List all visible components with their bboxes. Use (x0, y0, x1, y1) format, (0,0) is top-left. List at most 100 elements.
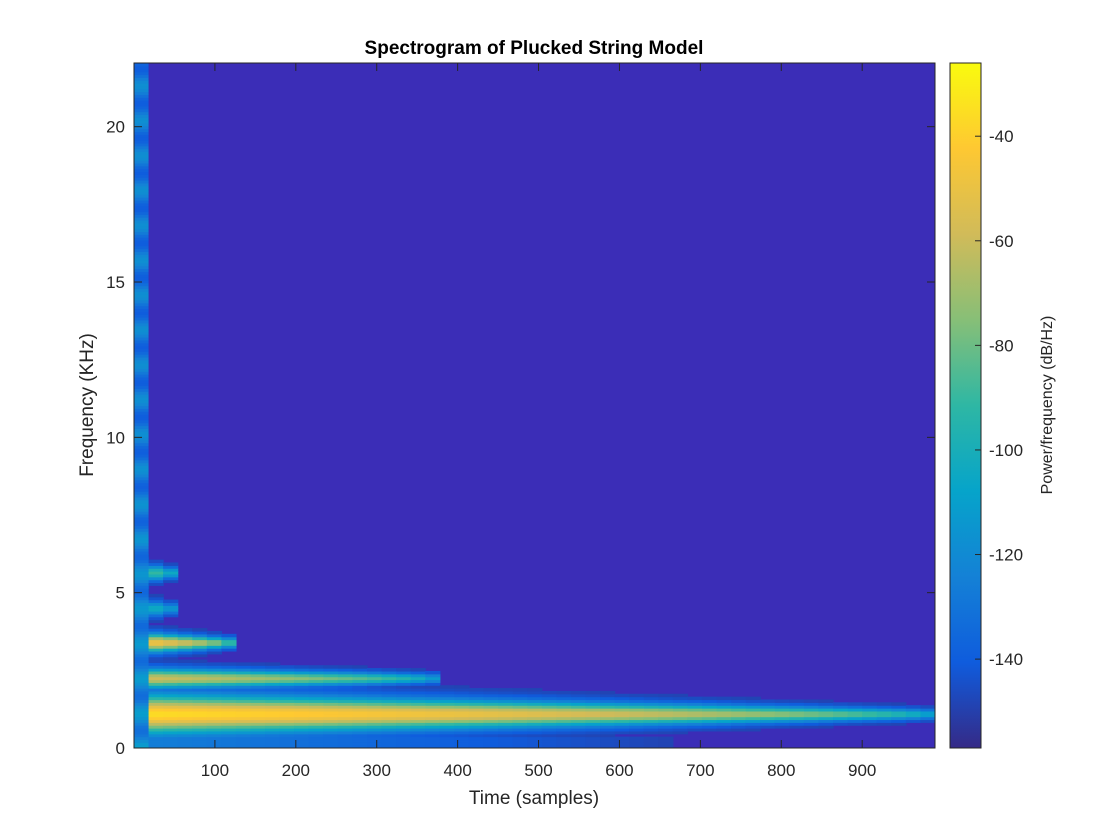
transient-cell (134, 636, 149, 641)
spectrogram-cell (410, 716, 426, 721)
spectrogram-cell (454, 690, 470, 695)
spectrogram-cell (163, 682, 179, 686)
spectrogram-cell (308, 676, 324, 681)
spectrogram-cell (294, 710, 310, 715)
spectrogram-cell (439, 730, 455, 735)
spectrogram-cell (206, 713, 222, 718)
spectrogram-cell (410, 745, 426, 748)
spectrogram-cell (483, 736, 499, 741)
spectrogram-cell (206, 685, 222, 689)
spectrogram-cell (163, 636, 179, 641)
spectrogram-cell (206, 696, 222, 701)
spectrogram-cell (250, 662, 266, 666)
transient-cell (134, 628, 149, 632)
spectrogram-cell (148, 728, 164, 732)
x-axis-label: Time (samples) (469, 788, 599, 809)
spectrogram-cell (760, 702, 776, 706)
transient-cell (134, 476, 149, 481)
spectrogram-cell (614, 696, 630, 701)
transient-cell (134, 705, 149, 709)
spectrogram-cell (600, 719, 616, 723)
transient-cell (134, 82, 149, 87)
spectrogram-cell (731, 708, 747, 712)
spectrogram-cell (541, 722, 557, 726)
spectrogram-cell (221, 682, 237, 686)
x-tick-label: 400 (443, 761, 471, 780)
spectrogram-cell (221, 696, 237, 701)
spectrogram-cell (148, 685, 164, 689)
transient-cell (134, 665, 149, 669)
spectrogram-cell (235, 739, 252, 743)
spectrogram-cell (265, 742, 281, 746)
spectrogram-cell (294, 745, 310, 748)
spectrogram-cell (206, 733, 222, 738)
spectrogram-cell (148, 665, 164, 669)
spectrogram-cell (235, 665, 252, 669)
transient-cell (134, 262, 149, 267)
spectrogram-cell (672, 699, 689, 703)
colorbar-tick-label: -100 (989, 441, 1023, 460)
spectrogram-cell (352, 745, 368, 748)
spectrogram-cell (206, 679, 222, 683)
spectrogram-cell (367, 730, 383, 735)
spectrogram-cell (396, 685, 412, 689)
spectrogram-cell (294, 665, 310, 669)
spectrogram-cell (352, 719, 368, 723)
spectrogram-cell (177, 659, 193, 663)
spectrogram-cell (294, 676, 310, 681)
spectrogram-cell (221, 690, 237, 695)
spectrogram-cell (818, 713, 834, 718)
spectrogram-cell (396, 745, 412, 748)
spectrogram-cell (716, 710, 732, 715)
spectrogram-cell (294, 685, 310, 689)
transient-cell (134, 531, 149, 535)
colorbar-tick-label: -80 (989, 336, 1014, 355)
transient-cell (134, 485, 149, 489)
spectrogram-cell (498, 733, 514, 738)
spectrogram-cell (308, 728, 324, 732)
transient-cell (134, 148, 149, 153)
spectrogram-cell (250, 739, 266, 743)
spectrogram-cell (367, 719, 383, 723)
spectrogram-cell (745, 725, 761, 729)
transient-cell (134, 491, 149, 495)
spectrogram-cell (512, 725, 528, 729)
spectrogram-cell (250, 670, 266, 675)
spectrogram-cell (235, 730, 252, 735)
spectrogram-cell (410, 725, 426, 729)
transient-cell (134, 511, 149, 515)
spectrogram-cell (192, 645, 208, 649)
spectrogram-cell (192, 719, 208, 723)
spectrogram-cell (410, 673, 426, 678)
spectrogram-cell (308, 696, 324, 701)
spectrogram-cell (323, 668, 339, 672)
transient-cell (134, 710, 149, 715)
spectrogram-cell (454, 725, 470, 729)
spectrogram-cell (163, 611, 179, 615)
spectrogram-cell (570, 722, 587, 726)
spectrogram-cell (192, 693, 208, 698)
spectrogram-cell (862, 708, 878, 712)
spectrogram-cell (381, 673, 397, 678)
spectrogram-cell (221, 725, 237, 729)
spectrogram-cell (425, 682, 441, 686)
spectrogram-cell (148, 568, 164, 572)
spectrogram-cell (148, 670, 164, 675)
transient-cell (134, 402, 149, 407)
spectrogram-cell (833, 705, 849, 709)
spectrogram-cell (862, 702, 878, 706)
spectrogram-cell (833, 713, 849, 718)
transient-cell (134, 542, 149, 546)
spectrogram-cell (177, 676, 193, 681)
spectrogram-cell (891, 716, 907, 721)
spectrogram-cell (148, 576, 164, 581)
spectrogram-cell (148, 713, 164, 718)
colorbar-tick-label: -120 (989, 546, 1023, 565)
spectrogram-cell (308, 739, 324, 743)
spectrogram-cell (148, 653, 164, 658)
spectrogram-cell (410, 730, 426, 735)
transient-cell (134, 673, 149, 678)
spectrogram-cell (468, 739, 485, 743)
spectrogram-cell (337, 713, 354, 718)
spectrogram-cell (235, 710, 252, 715)
